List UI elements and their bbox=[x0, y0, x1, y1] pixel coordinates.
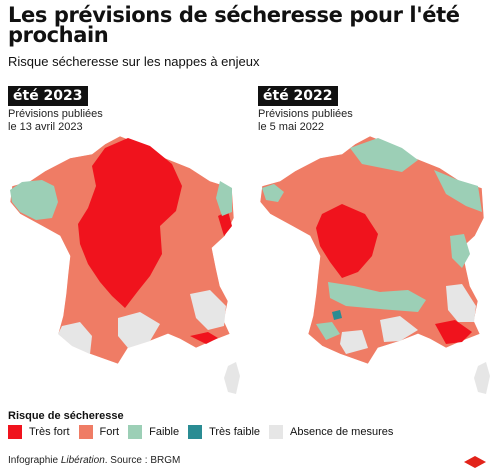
publication-note-2023: Prévisions publiées le 13 avril 2023 bbox=[8, 108, 103, 134]
corsica bbox=[474, 362, 490, 394]
very-high-zone bbox=[78, 138, 182, 308]
no-data-zone-south bbox=[340, 330, 368, 354]
legend: Très fort Fort Faible Très faible Absenc… bbox=[8, 425, 402, 439]
legend-item-no-data: Absence de mesures bbox=[269, 425, 393, 439]
legend-item-high: Fort bbox=[78, 425, 120, 439]
very-high-zone-southeast bbox=[190, 332, 218, 344]
legend-swatch bbox=[78, 425, 93, 439]
no-data-zone-alps bbox=[190, 290, 226, 330]
low-zone-brittany bbox=[262, 184, 284, 202]
page-title: Les prévisions de sécheresse pour l'été … bbox=[8, 3, 460, 47]
publication-date: le 13 avril 2023 bbox=[8, 121, 83, 133]
low-zone-east bbox=[216, 181, 232, 216]
low-zone-southwest bbox=[316, 322, 340, 340]
publication-note-2022: Prévisions publiées le 5 mai 2022 bbox=[258, 108, 353, 134]
legend-swatch bbox=[269, 425, 284, 439]
very-high-zone bbox=[316, 204, 378, 278]
low-zone-east bbox=[450, 234, 470, 268]
very-high-zone-southeast bbox=[435, 320, 472, 344]
map-panel-2023: été 2023 Prévisions publiées le 13 avril… bbox=[0, 86, 245, 406]
legend-label: Faible bbox=[149, 426, 180, 438]
liberation-logo-icon bbox=[464, 456, 486, 468]
low-zone-north bbox=[350, 138, 418, 172]
legend-label: Fort bbox=[99, 426, 120, 438]
legend-swatch bbox=[128, 425, 143, 439]
source-credit: Infographie Libération. Source : BRGM bbox=[8, 455, 180, 466]
credit-source: . Source : BRGM bbox=[104, 455, 181, 466]
legend-item-very-high: Très fort bbox=[8, 425, 70, 439]
year-badge-2023: été 2023 bbox=[8, 86, 88, 106]
very-low-zone bbox=[332, 310, 342, 320]
year-badge-2022: été 2022 bbox=[258, 86, 338, 106]
france-map-2022 bbox=[259, 135, 490, 394]
credit-brand: Libération bbox=[60, 455, 105, 466]
low-zone-northeast bbox=[434, 170, 482, 212]
no-data-zone-alps bbox=[446, 284, 476, 322]
publication-date: le 5 mai 2022 bbox=[258, 121, 325, 133]
no-data-zone-center-south bbox=[380, 316, 418, 342]
page-subtitle: Risque sécheresse sur les nappes à enjeu… bbox=[8, 54, 260, 69]
credit-prefix: Infographie bbox=[8, 455, 61, 466]
no-data-zone-south bbox=[58, 322, 92, 354]
no-data-zone-center-south bbox=[118, 312, 160, 348]
map-panel-2022: été 2022 Prévisions publiées le 5 mai 20… bbox=[250, 86, 495, 406]
legend-label: Absence de mesures bbox=[290, 426, 394, 438]
legend-item-low: Faible bbox=[128, 425, 179, 439]
low-zone-south bbox=[328, 282, 426, 312]
legend-item-very-low: Très faible bbox=[188, 425, 260, 439]
publication-note-line: Prévisions publiées bbox=[8, 108, 103, 120]
publication-note-line: Prévisions publiées bbox=[258, 108, 353, 120]
legend-label: Très faible bbox=[209, 426, 261, 438]
france-map-2023 bbox=[9, 135, 240, 394]
low-zone-brittany bbox=[10, 180, 58, 220]
legend-swatch bbox=[188, 425, 203, 439]
corsica bbox=[224, 362, 240, 394]
legend-title: Risque de sécheresse bbox=[8, 410, 124, 422]
very-high-zone-east bbox=[218, 211, 232, 236]
legend-label: Très fort bbox=[29, 426, 70, 438]
legend-swatch bbox=[8, 425, 22, 439]
